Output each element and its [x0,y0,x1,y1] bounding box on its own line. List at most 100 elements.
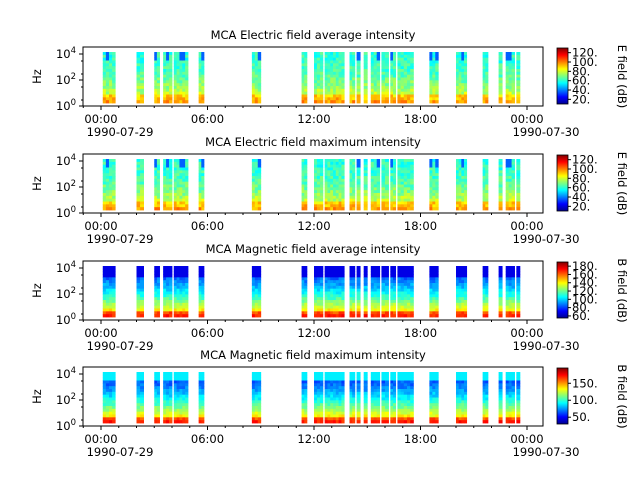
spectrogram-cell [169,268,173,273]
spectrogram-cell [410,397,414,401]
spectrogram-cell [482,266,486,270]
spectrogram-cell [397,277,402,281]
spectrogram-cell [166,52,170,56]
spectrogram-cell [333,161,337,166]
spectrogram-cell [324,173,328,177]
spectrogram-cell [458,389,462,393]
spectrogram-cell [485,167,489,171]
spectrogram-cell [435,394,439,398]
spectrogram-cell [407,386,411,390]
spectrogram-cell [410,77,414,81]
spectrogram-cell [333,77,337,81]
spectrogram-cell [156,277,160,281]
spectrogram-cell [140,201,144,205]
spectrogram-cell [156,195,160,200]
spectrogram-cell [314,274,318,278]
spectrogram-cell [435,74,439,78]
spectrogram-cell [390,178,394,183]
spectrogram-cell [102,88,107,93]
data-interval [163,159,173,211]
spectrogram-cell [376,63,381,67]
spectrogram-cell [381,372,386,376]
spectrogram-cell [400,397,405,401]
spectrogram-cell [105,411,110,415]
spectrogram-cell [163,71,167,76]
spectrogram-cell [201,266,205,270]
spectrogram-cell [363,291,368,295]
spectrogram-cell [505,176,510,180]
spectrogram-cell [463,184,468,188]
spectrogram-cell [319,187,324,191]
spectrogram-cell [385,305,389,309]
spectrogram-cell [185,311,189,315]
spectrogram-cell [385,411,389,415]
spectrogram-cell [356,406,361,410]
spectrogram-cell [397,383,402,387]
spectrogram-cell [327,69,331,73]
colorbar-tick-label: 140. [572,276,598,290]
data-interval [356,372,361,424]
spectrogram-cell [352,397,356,401]
spectrogram-cell [316,190,321,194]
spectrogram-cell [304,190,308,194]
spectrogram-cell [516,297,521,301]
spectrogram-cell [410,71,414,76]
spectrogram-cell [485,389,489,393]
spectrogram-cell [327,417,331,421]
spectrogram-cell [390,397,394,401]
spectrogram-cell [105,288,110,292]
spectrogram-cell [108,305,113,309]
spectrogram-cell [327,173,331,177]
spectrogram-cell [410,52,414,56]
spectrogram-cell [251,181,256,185]
spectrogram-cell [324,161,328,166]
spectrogram-cell [330,408,334,413]
spectrogram-cell [352,57,356,61]
spectrogram-cell [463,314,468,318]
spectrogram-cell [140,394,144,398]
spectrogram-cell [254,181,259,185]
spectrogram-cell [140,195,144,200]
spectrogram-cell [176,63,180,67]
spectrogram-cell [458,187,462,191]
spectrogram-cell [330,403,334,407]
spectrogram-cell [461,69,465,73]
colorbar-tick-label: 80. [572,171,590,185]
spectrogram-cell [333,63,337,67]
spectrogram-cell [400,288,405,292]
spectrogram-cell [508,167,513,171]
spectrogram-cell [179,377,183,381]
spectrogram-cell [392,195,397,200]
spectrogram-cell [140,302,144,307]
spectrogram-cell [327,176,331,180]
spectrogram-cell [516,176,521,180]
spectrogram-cell [458,297,462,301]
spectrogram-cell [185,414,189,418]
spectrogram-cell [330,380,334,384]
spectrogram-cell [407,277,411,281]
spectrogram-cell [349,170,353,174]
spectrogram-cell [376,308,381,312]
spectrogram-cell [349,74,353,78]
spectrogram-cell [156,302,160,307]
spectrogram-cell [407,198,411,202]
spectrogram-cell [410,167,414,171]
spectrogram-cell [163,411,167,415]
spectrogram-cell [407,204,411,208]
spectrogram-cell [370,60,375,64]
spectrogram-cell [392,74,397,78]
spectrogram-cell [482,271,486,275]
spectrogram-cell [182,91,186,95]
spectrogram-cell [251,374,256,379]
spectrogram-cell [373,94,378,98]
spectrogram-cell [330,305,334,309]
spectrogram-cell [341,386,345,390]
x-tick-label: 18:00 [404,112,437,126]
spectrogram-cell [400,57,405,61]
spectrogram-cell [435,277,439,281]
spectrogram-cell [376,406,381,410]
spectrogram-cell [341,161,345,166]
spectrogram-cell [335,66,339,70]
spectrogram-cell [403,173,408,177]
spectrogram-cell [105,417,110,421]
